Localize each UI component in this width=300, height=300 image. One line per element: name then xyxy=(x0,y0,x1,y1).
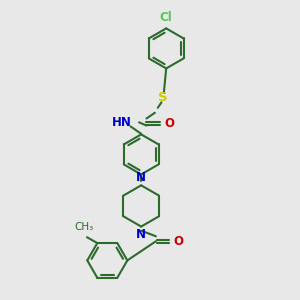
Text: O: O xyxy=(164,117,174,130)
Text: Cl: Cl xyxy=(160,11,172,24)
Text: S: S xyxy=(158,91,168,104)
Text: N: N xyxy=(136,171,146,184)
Text: O: O xyxy=(174,235,184,248)
Text: N: N xyxy=(136,228,146,241)
Text: HN: HN xyxy=(112,116,132,129)
Text: CH₃: CH₃ xyxy=(74,222,94,232)
